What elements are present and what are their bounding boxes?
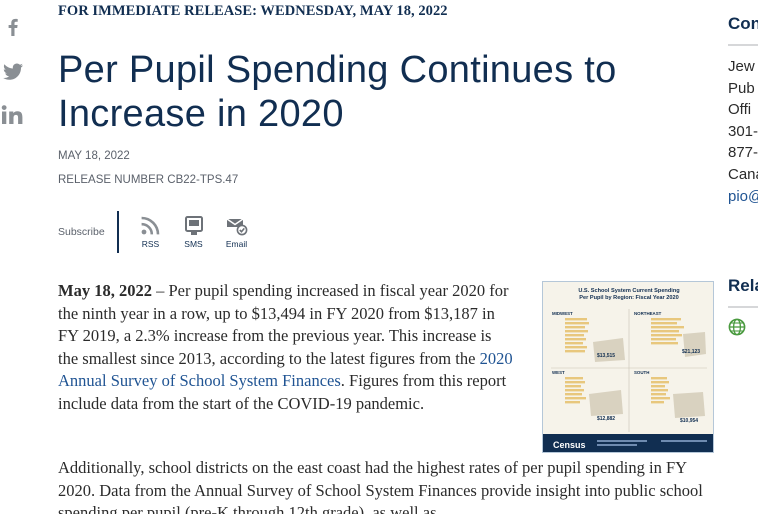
value-midwest: $13,515: [597, 353, 615, 359]
infographic-image: U.S. School System Current Spending Per …: [543, 282, 713, 452]
email-icon: [226, 217, 247, 235]
contact-heading: Con: [728, 14, 758, 33]
twitter-icon: [3, 63, 23, 80]
contact-line-5: 877-: [728, 144, 758, 161]
infographic-thumbnail[interactable]: U.S. School System Current Spending Per …: [542, 281, 714, 453]
value-northeast: $21,123: [682, 349, 700, 355]
contact-line-2: Pub: [728, 80, 755, 97]
subscribe-email-label: Email: [225, 238, 248, 249]
subscribe-bar: Subscribe RSS SMS Em: [58, 211, 258, 253]
release-date: MAY 18, 2022: [58, 150, 130, 162]
value-west: $12,882: [597, 416, 615, 422]
linkedin-share-button[interactable]: [0, 102, 26, 128]
census-logo: Census: [553, 440, 586, 450]
survey-report-link[interactable]: 2020 Annual Survey of School System Fina…: [58, 348, 513, 391]
contact-email-link[interactable]: pio@: [728, 188, 758, 205]
page-title: Per Pupil Spending Continues to Increase…: [58, 49, 617, 135]
related-divider: [728, 306, 758, 308]
subscribe-email-button[interactable]: Email: [215, 216, 258, 249]
related-heading: Rela: [728, 276, 758, 295]
rss-icon: [140, 216, 159, 235]
infographic-title: U.S. School System Current Spending: [578, 288, 680, 294]
contact-line-6: Cana: [728, 166, 758, 183]
subscribe-sms-button[interactable]: SMS: [172, 215, 215, 249]
contact-line-4: 301-: [728, 123, 758, 140]
related-link[interactable]: [728, 318, 746, 341]
article-paragraph-1: May 18, 2022 – Per pupil spending increa…: [58, 280, 514, 415]
linkedin-icon: [1, 105, 23, 124]
region-midwest: MIDWEST: [552, 311, 573, 316]
contact-line-1: Jew: [728, 58, 755, 75]
region-northeast: NORTHEAST: [634, 311, 662, 316]
release-number: RELEASE NUMBER CB22-TPS.47: [58, 174, 239, 186]
facebook-share-button[interactable]: [0, 14, 26, 40]
subscribe-label: Subscribe: [58, 226, 105, 238]
sms-phone-icon: [184, 215, 203, 235]
dateline: May 18, 2022: [58, 281, 152, 300]
subscribe-rss-button[interactable]: RSS: [129, 216, 172, 249]
contact-divider: [728, 44, 758, 46]
release-kicker: FOR IMMEDIATE RELEASE: WEDNESDAY, MAY 18…: [58, 3, 448, 19]
subscribe-divider: [117, 211, 119, 253]
article-paragraph-2: Additionally, school districts on the ea…: [58, 458, 703, 514]
region-south: SOUTH: [634, 370, 649, 375]
infographic-title-2: Per Pupil by Region: Fiscal Year 2020: [579, 295, 678, 301]
subscribe-sms-label: SMS: [184, 238, 203, 249]
contact-line-3: Offi: [728, 101, 752, 118]
facebook-icon: [8, 18, 18, 36]
region-west: WEST: [552, 370, 565, 375]
value-south: $10,954: [680, 418, 698, 424]
share-bar: [0, 14, 26, 146]
globe-icon: [728, 318, 746, 336]
twitter-share-button[interactable]: [0, 58, 26, 84]
sidebar: Con Jew Pub Offi 301- 877- Cana pio@ Rel…: [728, 0, 758, 514]
subscribe-rss-label: RSS: [141, 238, 160, 249]
paragraph-1-text-a: – Per pupil spending increased in fiscal…: [58, 281, 509, 368]
paragraph-1-text-b: . Figures from this report include data …: [58, 371, 507, 413]
